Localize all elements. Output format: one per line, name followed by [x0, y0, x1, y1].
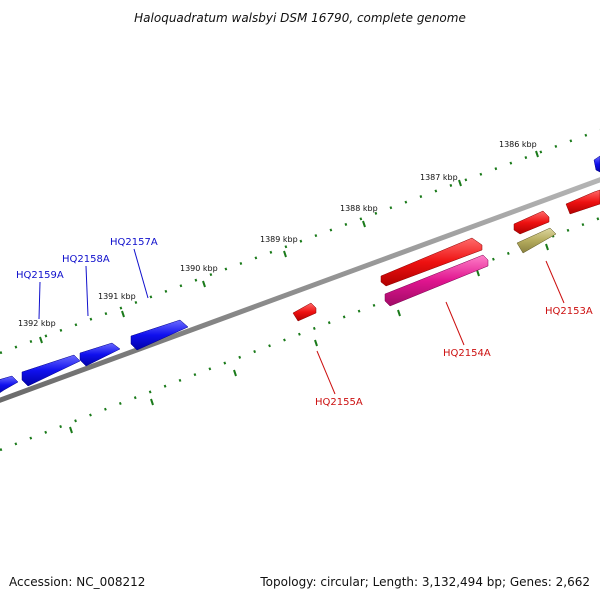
leader-hq2153a [545, 260, 565, 304]
gene-label-hq2153a[interactable]: HQ2153A [545, 306, 593, 317]
label-leaders [38, 248, 565, 395]
map-title: Haloquadratum walsbyi DSM 16790, complet… [134, 11, 466, 25]
major-tick [476, 269, 480, 277]
gene-arrow-hq2155a[interactable] [292, 302, 317, 322]
major-tick [121, 310, 125, 318]
major-tick [397, 309, 401, 317]
gene-arrow[interactable] [380, 237, 483, 287]
gene-arrow[interactable] [0, 375, 19, 394]
gene-arrow[interactable] [593, 155, 600, 173]
gene-label-hq2158a[interactable]: HQ2158A [62, 254, 110, 265]
accession-text: Accession: NC_008212 [9, 575, 145, 589]
scale-label: 1389 kbp [260, 235, 298, 244]
major-tick [69, 426, 73, 434]
major-tick [150, 398, 154, 406]
scale-label: 1387 kbp [420, 173, 458, 182]
major-tick [39, 336, 43, 344]
major-tick [314, 339, 318, 347]
major-tick [202, 280, 206, 288]
major-tick [283, 250, 287, 258]
scale-label: 1391 kbp [98, 292, 136, 301]
major-tick [545, 243, 549, 251]
gene-label-hq2154a[interactable]: HQ2154A [443, 348, 491, 359]
gene-arrow-hq2159a[interactable] [21, 354, 81, 387]
scale-label: 1390 kbp [180, 264, 218, 273]
genome-backbone [0, 177, 600, 403]
leader-hq2157a [133, 248, 149, 299]
leader-hq2158a [85, 265, 89, 317]
minor-ticks-inner [0, 216, 600, 452]
gene-labels: HQ2159A HQ2158A HQ2157A HQ2155A HQ2154A … [16, 237, 593, 408]
major-tick [362, 220, 366, 228]
gene-arrow-hq2154a[interactable] [384, 254, 489, 307]
gene-arrow-hq2153a[interactable] [516, 227, 557, 254]
scale-label: 1386 kbp [499, 140, 537, 149]
scale-label: 1392 kbp [18, 319, 56, 328]
backbone-line [0, 177, 600, 403]
scale-track [0, 128, 600, 452]
major-tick [233, 369, 237, 377]
gene-label-hq2159a[interactable]: HQ2159A [16, 270, 64, 281]
leader-hq2155a [316, 350, 336, 395]
leader-hq2154a [445, 301, 465, 346]
scale-label: 1388 kbp [340, 204, 378, 213]
gene-arrow[interactable] [513, 210, 550, 235]
gene-arrow[interactable] [565, 189, 600, 215]
minor-ticks-outer [0, 128, 600, 355]
gene-arrow-hq2157a[interactable] [130, 319, 189, 351]
major-tick [535, 150, 539, 158]
gene-label-hq2157a[interactable]: HQ2157A [110, 237, 158, 248]
genome-summary-text: Topology: circular; Length: 3,132,494 bp… [259, 575, 590, 589]
gene-label-hq2155a[interactable]: HQ2155A [315, 397, 363, 408]
scale-labels: 1386 kbp 1387 kbp 1388 kbp 1389 kbp 1390… [18, 140, 537, 328]
major-tick [458, 179, 462, 187]
leader-hq2159a [38, 281, 41, 320]
gene-arrow-hq2158a[interactable] [79, 342, 121, 367]
reverse-genes [292, 189, 600, 322]
forward-genes [0, 155, 600, 394]
major-ticks [39, 150, 549, 434]
